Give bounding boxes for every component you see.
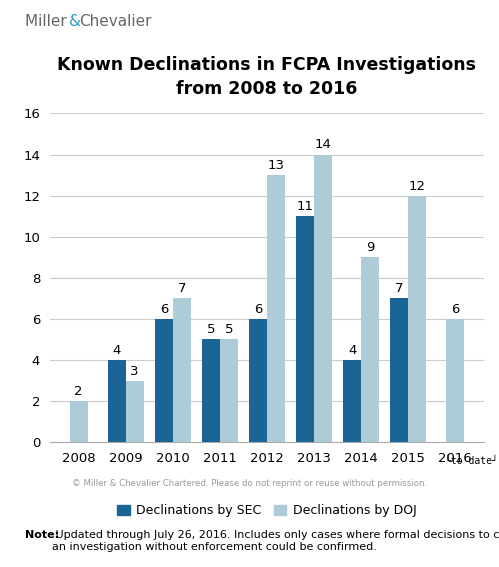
Text: Updated through July 26, 2016. Includes only cases where formal decisions to clo: Updated through July 26, 2016. Includes … (52, 530, 499, 552)
Bar (202, 340, 220, 442)
Bar (314, 155, 332, 442)
Text: 4: 4 (113, 344, 121, 357)
Text: 6: 6 (254, 303, 262, 316)
Text: 5: 5 (207, 323, 215, 336)
Bar (249, 319, 267, 442)
Text: 4: 4 (348, 344, 356, 357)
Text: Miller: Miller (25, 14, 71, 29)
Text: 5: 5 (225, 323, 233, 336)
Bar (155, 319, 173, 442)
Text: 14: 14 (314, 138, 331, 151)
Text: 6: 6 (451, 303, 460, 316)
Text: 7: 7 (395, 282, 404, 295)
Bar (447, 319, 464, 442)
Bar (220, 340, 238, 442)
Bar (108, 360, 126, 442)
Text: 12: 12 (409, 180, 426, 193)
Bar (267, 175, 285, 442)
Bar (296, 216, 314, 442)
Bar (390, 298, 408, 442)
Text: 3: 3 (130, 365, 139, 378)
Bar (343, 360, 361, 442)
Text: Note:: Note: (25, 530, 59, 540)
Text: 13: 13 (267, 159, 284, 172)
Text: Chevalier: Chevalier (79, 14, 151, 29)
Text: 11: 11 (296, 200, 313, 213)
Bar (173, 298, 191, 442)
Title: Known Declinations in FCPA Investigations
from 2008 to 2016: Known Declinations in FCPA Investigation… (57, 56, 477, 98)
Text: &: & (69, 14, 81, 29)
Text: © Miller & Chevalier Chartered. Please do not reprint or reuse without permissio: © Miller & Chevalier Chartered. Please d… (72, 479, 427, 488)
Text: 7: 7 (178, 282, 186, 295)
Text: └to date┘: └to date┘ (445, 456, 498, 467)
Bar (70, 401, 87, 442)
Bar (361, 257, 379, 442)
Text: 2: 2 (74, 385, 83, 398)
Text: 6: 6 (160, 303, 168, 316)
Text: 9: 9 (366, 241, 374, 254)
Bar (408, 196, 426, 442)
Bar (126, 380, 144, 442)
Legend: Declinations by SEC, Declinations by DOJ: Declinations by SEC, Declinations by DOJ (112, 500, 422, 522)
